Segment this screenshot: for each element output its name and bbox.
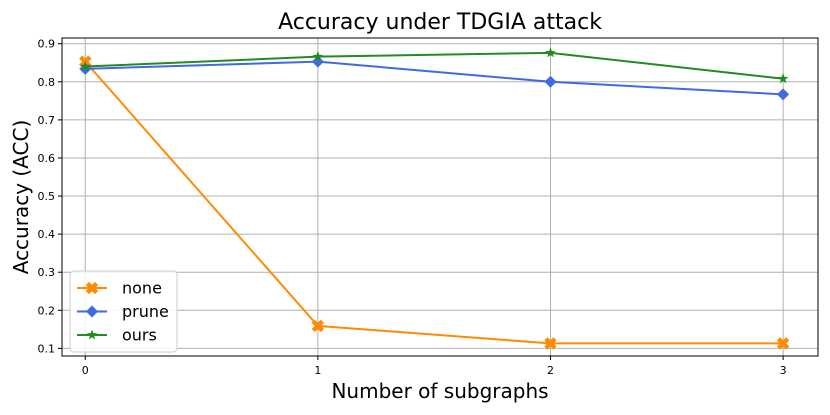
data-point-ours [80,61,91,72]
x-tick-label: 3 [780,364,787,377]
data-point-none [311,319,325,333]
y-axis-ticks: 0.1 0.2 0.3 0.4 0.5 0.6 0.7 0.8 0.9 [38,38,62,355]
y-tick-label: 0.6 [38,152,56,165]
x-axis-ticks: 0 1 2 3 [82,356,787,377]
legend-label: none [122,279,162,298]
data-point-ours [312,51,324,62]
x-tick-label: 0 [82,364,89,377]
legend-marker [86,305,98,318]
legend: none prune ours [69,270,178,353]
series-line-ours [85,51,784,80]
data-point-prune [544,75,557,88]
x-axis-title: Number of subgraphs [331,379,548,403]
chart-title: Accuracy under TDGIA attack [278,10,602,35]
series-line-prune [85,60,784,96]
series-layer [79,47,790,350]
y-tick-label: 0.3 [38,266,56,279]
y-tick-label: 0.7 [38,114,56,127]
data-point-prune [311,55,324,68]
data-point-ours [777,73,789,84]
y-tick-label: 0.8 [38,76,56,89]
legend-marker [85,281,99,295]
x-tick-label: 1 [314,364,321,377]
grid-lines [62,38,818,356]
series-none [79,55,790,350]
data-point-prune [777,88,790,101]
legend-entry-prune: prune [77,302,169,321]
plot-frame [61,37,819,357]
legend-entry-none: none [77,279,162,298]
series-line-none [84,60,784,345]
series-ours [80,47,789,84]
y-tick-label: 0.9 [38,38,56,51]
legend-marker [86,329,98,340]
data-point-none [544,337,557,350]
y-tick-label: 0.4 [38,228,56,241]
legend-label: prune [122,302,169,321]
y-tick-label: 0.5 [38,190,56,203]
y-tick-label: 0.1 [38,342,56,355]
y-axis-title: Accuracy (ACC) [9,120,33,275]
data-point-ours [545,47,556,58]
data-point-none [776,337,790,350]
legend-label: ours [122,326,157,345]
y-tick-label: 0.2 [38,304,56,317]
legend-entry-ours: ours [77,326,157,345]
x-tick-label: 2 [547,364,554,377]
